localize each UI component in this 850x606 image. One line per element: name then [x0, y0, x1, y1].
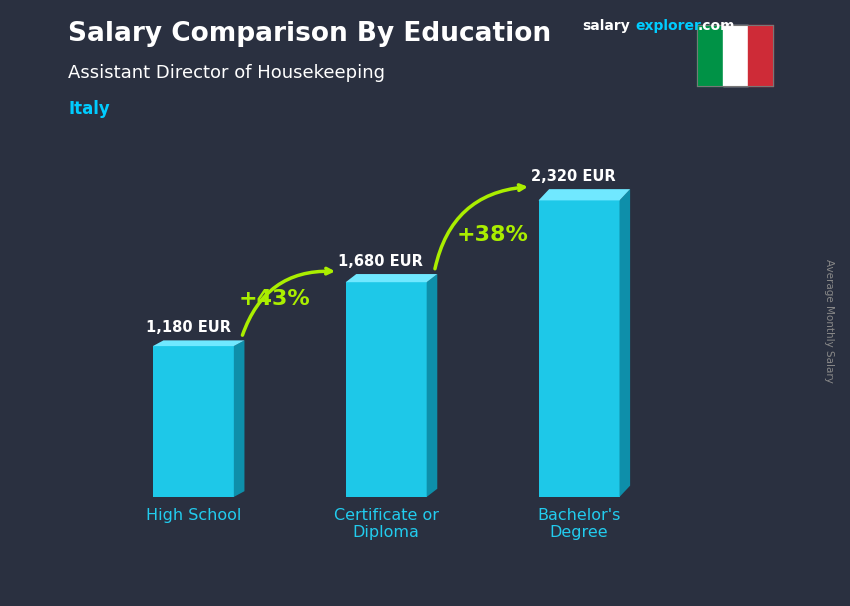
Bar [539, 201, 620, 497]
Polygon shape [346, 274, 437, 282]
Text: +43%: +43% [239, 289, 310, 309]
Bar [153, 346, 234, 497]
Text: 1,680 EUR: 1,680 EUR [338, 254, 423, 269]
Polygon shape [153, 341, 245, 346]
Text: +38%: +38% [456, 225, 528, 245]
Bar [722, 25, 748, 86]
Polygon shape [539, 189, 630, 201]
Text: 1,180 EUR: 1,180 EUR [145, 320, 230, 335]
Text: 2,320 EUR: 2,320 EUR [531, 169, 616, 184]
Polygon shape [427, 274, 437, 497]
Bar [697, 25, 722, 86]
Polygon shape [234, 341, 245, 497]
Text: explorer: explorer [636, 19, 701, 33]
Text: Average Monthly Salary: Average Monthly Salary [824, 259, 834, 383]
Polygon shape [620, 189, 630, 497]
Bar [346, 282, 427, 497]
Text: Assistant Director of Housekeeping: Assistant Director of Housekeeping [68, 64, 385, 82]
Bar [748, 25, 774, 86]
Text: salary: salary [582, 19, 630, 33]
Text: .com: .com [698, 19, 735, 33]
Text: Italy: Italy [68, 100, 110, 118]
Text: Salary Comparison By Education: Salary Comparison By Education [68, 21, 551, 47]
